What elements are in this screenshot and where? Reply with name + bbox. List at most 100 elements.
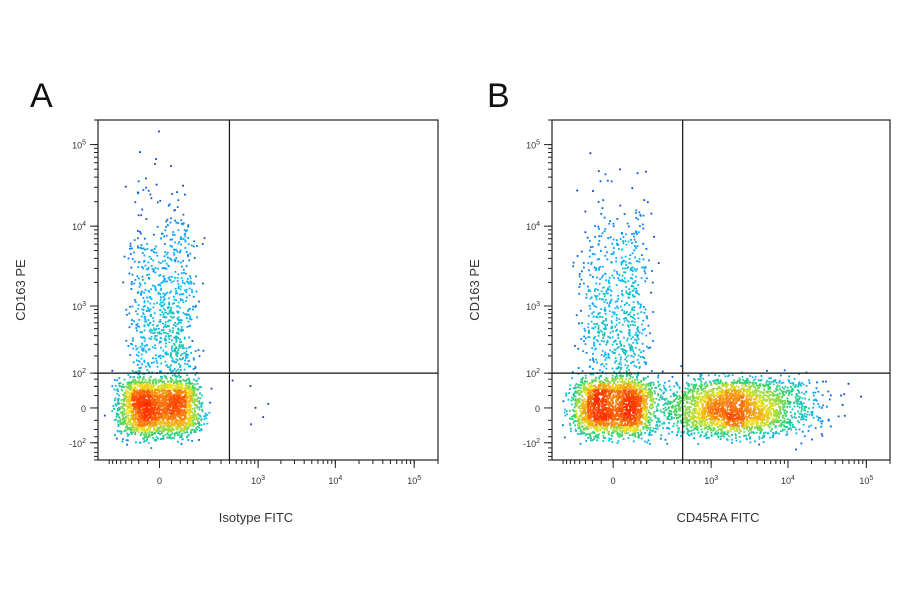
data-point bbox=[177, 415, 179, 417]
data-point bbox=[184, 290, 186, 292]
data-point bbox=[181, 443, 183, 445]
data-point bbox=[199, 386, 201, 388]
data-point bbox=[187, 226, 189, 228]
data-point bbox=[122, 386, 124, 388]
data-point bbox=[157, 268, 159, 270]
data-point bbox=[145, 366, 147, 368]
data-point bbox=[626, 319, 628, 321]
data-point bbox=[604, 301, 606, 303]
data-point bbox=[140, 442, 142, 444]
data-point bbox=[176, 419, 178, 421]
data-point bbox=[169, 204, 171, 206]
data-point bbox=[625, 312, 627, 314]
data-point bbox=[255, 407, 257, 409]
data-point bbox=[128, 381, 130, 383]
data-point bbox=[618, 346, 620, 348]
data-point bbox=[192, 401, 194, 403]
data-point bbox=[174, 350, 176, 352]
data-point bbox=[132, 274, 134, 276]
data-point bbox=[584, 328, 586, 330]
data-point bbox=[579, 433, 581, 435]
data-point bbox=[620, 364, 622, 366]
data-point bbox=[180, 236, 182, 238]
data-point bbox=[169, 338, 171, 340]
data-point bbox=[618, 318, 620, 320]
data-point bbox=[752, 376, 754, 378]
data-point bbox=[668, 422, 670, 424]
data-point bbox=[142, 438, 144, 440]
data-point bbox=[647, 376, 649, 378]
data-point bbox=[687, 375, 689, 377]
data-point bbox=[149, 422, 151, 424]
data-point bbox=[133, 431, 135, 433]
data-point bbox=[586, 297, 588, 299]
data-point bbox=[180, 415, 182, 417]
data-point bbox=[659, 388, 661, 390]
data-point bbox=[152, 437, 154, 439]
data-point bbox=[138, 352, 140, 354]
data-point bbox=[176, 339, 178, 341]
data-point bbox=[153, 404, 155, 406]
data-point bbox=[621, 249, 623, 251]
data-point bbox=[605, 313, 607, 315]
data-point bbox=[136, 330, 138, 332]
data-point bbox=[804, 398, 806, 400]
data-point bbox=[641, 324, 643, 326]
data-point bbox=[612, 344, 614, 346]
data-point bbox=[622, 260, 624, 262]
data-point bbox=[169, 410, 171, 412]
data-point bbox=[626, 360, 628, 362]
data-point bbox=[181, 405, 183, 407]
data-point bbox=[154, 248, 156, 250]
data-point bbox=[796, 395, 798, 397]
data-point bbox=[625, 317, 627, 319]
data-point bbox=[806, 416, 808, 418]
data-point bbox=[184, 236, 186, 238]
data-point bbox=[144, 422, 146, 424]
data-point bbox=[134, 239, 136, 241]
data-point bbox=[140, 284, 142, 286]
data-point bbox=[573, 387, 575, 389]
data-point bbox=[178, 283, 180, 285]
data-point bbox=[122, 384, 124, 386]
data-point bbox=[128, 345, 130, 347]
data-point bbox=[191, 291, 193, 293]
data-point bbox=[592, 368, 594, 370]
data-point bbox=[177, 441, 179, 443]
data-point bbox=[790, 429, 792, 431]
data-point bbox=[134, 416, 136, 418]
data-point bbox=[156, 360, 158, 362]
data-point bbox=[193, 368, 195, 370]
data-point bbox=[147, 390, 149, 392]
data-point bbox=[579, 286, 581, 288]
data-point bbox=[170, 335, 172, 337]
data-point bbox=[600, 213, 602, 215]
data-point bbox=[178, 333, 180, 335]
data-point bbox=[160, 355, 162, 357]
data-point bbox=[139, 415, 141, 417]
data-point bbox=[170, 381, 172, 383]
data-point bbox=[793, 402, 795, 404]
data-point bbox=[118, 398, 120, 400]
data-point bbox=[190, 346, 192, 348]
data-point bbox=[131, 248, 133, 250]
data-point bbox=[191, 245, 193, 247]
data-point bbox=[574, 385, 576, 387]
data-point bbox=[754, 378, 756, 380]
data-point bbox=[134, 201, 136, 203]
data-point bbox=[139, 286, 141, 288]
data-point bbox=[708, 375, 710, 377]
data-point bbox=[193, 296, 195, 298]
data-point bbox=[646, 346, 648, 348]
data-point bbox=[613, 253, 615, 255]
data-point bbox=[186, 351, 188, 353]
data-point bbox=[566, 410, 568, 412]
data-point bbox=[116, 379, 118, 381]
data-point bbox=[652, 430, 654, 432]
data-point bbox=[657, 381, 659, 383]
data-point bbox=[182, 391, 184, 393]
data-point bbox=[199, 430, 201, 432]
data-point bbox=[131, 393, 133, 395]
data-point bbox=[163, 275, 165, 277]
data-point bbox=[724, 431, 726, 433]
